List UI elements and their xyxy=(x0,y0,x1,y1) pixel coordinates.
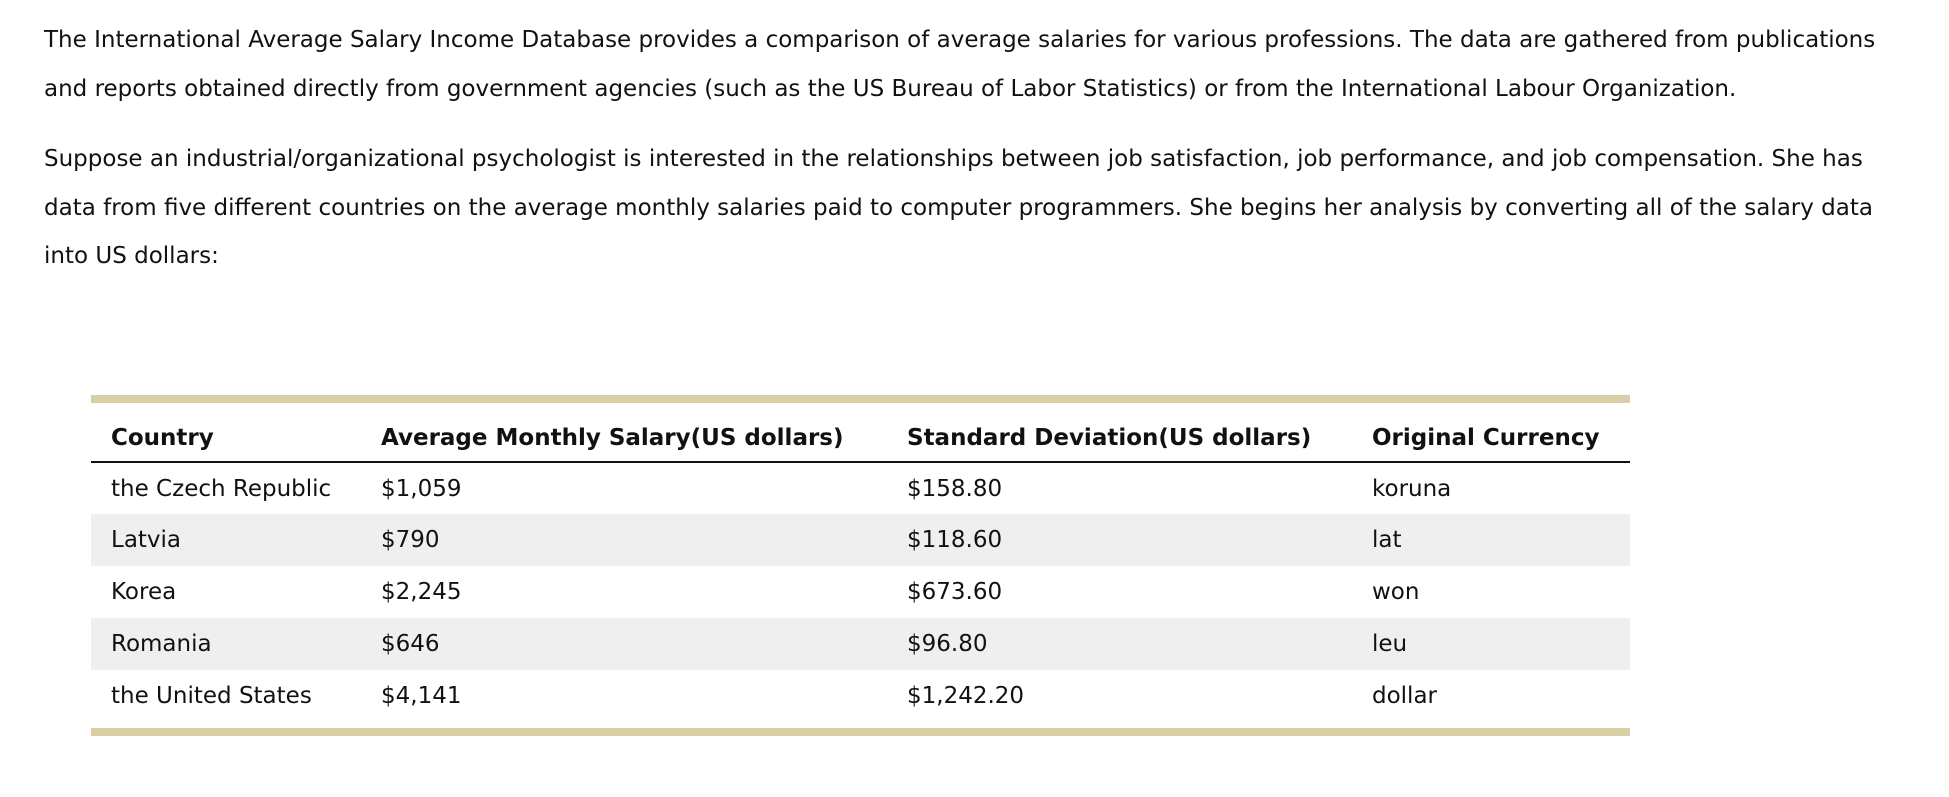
table-top-border xyxy=(91,395,1630,403)
cell-salary: $646 xyxy=(361,618,887,670)
salary-table-container: Country Average Monthly Salary(US dollar… xyxy=(91,395,1630,736)
main-content: The International Average Salary Income … xyxy=(0,0,1949,281)
cell-country: the United States xyxy=(111,683,312,709)
table-row: Romania $646 $96.80 leu xyxy=(91,618,1630,670)
cell-salary: $790 xyxy=(361,514,887,566)
header-average-monthly-salary: Average Monthly Salary(US dollars) xyxy=(361,403,887,463)
cell-salary: $1,059 xyxy=(381,475,462,502)
intro-paragraph: The International Average Salary Income … xyxy=(44,27,1876,102)
table-row: Latvia $790 $118.60 lat xyxy=(91,514,1630,566)
cell-country: Romania xyxy=(91,618,361,670)
cell-std-dev: $158.80 xyxy=(907,475,1003,502)
header-original-currency: Original Currency xyxy=(1352,403,1630,463)
table-row: the Czech Republic $1,059 $158.80 koruna xyxy=(91,462,1630,514)
table-row: Korea $2,245 $673.60 won xyxy=(91,566,1630,618)
table-header-row: Country Average Monthly Salary(US dollar… xyxy=(91,403,1630,463)
table-row: the United States $4,141 $1,242.20 dolla… xyxy=(91,670,1630,728)
cell-std-dev: $96.80 xyxy=(887,618,1352,670)
cell-std-dev: $1,242.20 xyxy=(907,683,1025,709)
header-country: Country xyxy=(91,403,361,463)
cell-currency: lat xyxy=(1352,514,1630,566)
cell-salary: $2,245 xyxy=(381,579,462,605)
cell-salary: $4,141 xyxy=(381,683,462,709)
cell-currency: won xyxy=(1372,579,1420,605)
table-bottom-border xyxy=(91,728,1630,736)
cell-currency: leu xyxy=(1352,618,1630,670)
scenario-paragraph: Suppose an industrial/organizational psy… xyxy=(44,146,1873,269)
salary-table: Country Average Monthly Salary(US dollar… xyxy=(91,403,1630,728)
cell-currency: koruna xyxy=(1372,475,1452,502)
cell-country: Korea xyxy=(111,579,177,605)
cell-country: the Czech Republic xyxy=(111,475,332,502)
cell-country: Latvia xyxy=(91,514,361,566)
cell-std-dev: $673.60 xyxy=(907,579,1003,605)
header-standard-deviation: Standard Deviation(US dollars) xyxy=(887,403,1352,463)
cell-std-dev: $118.60 xyxy=(887,514,1352,566)
cell-currency: dollar xyxy=(1372,683,1438,709)
